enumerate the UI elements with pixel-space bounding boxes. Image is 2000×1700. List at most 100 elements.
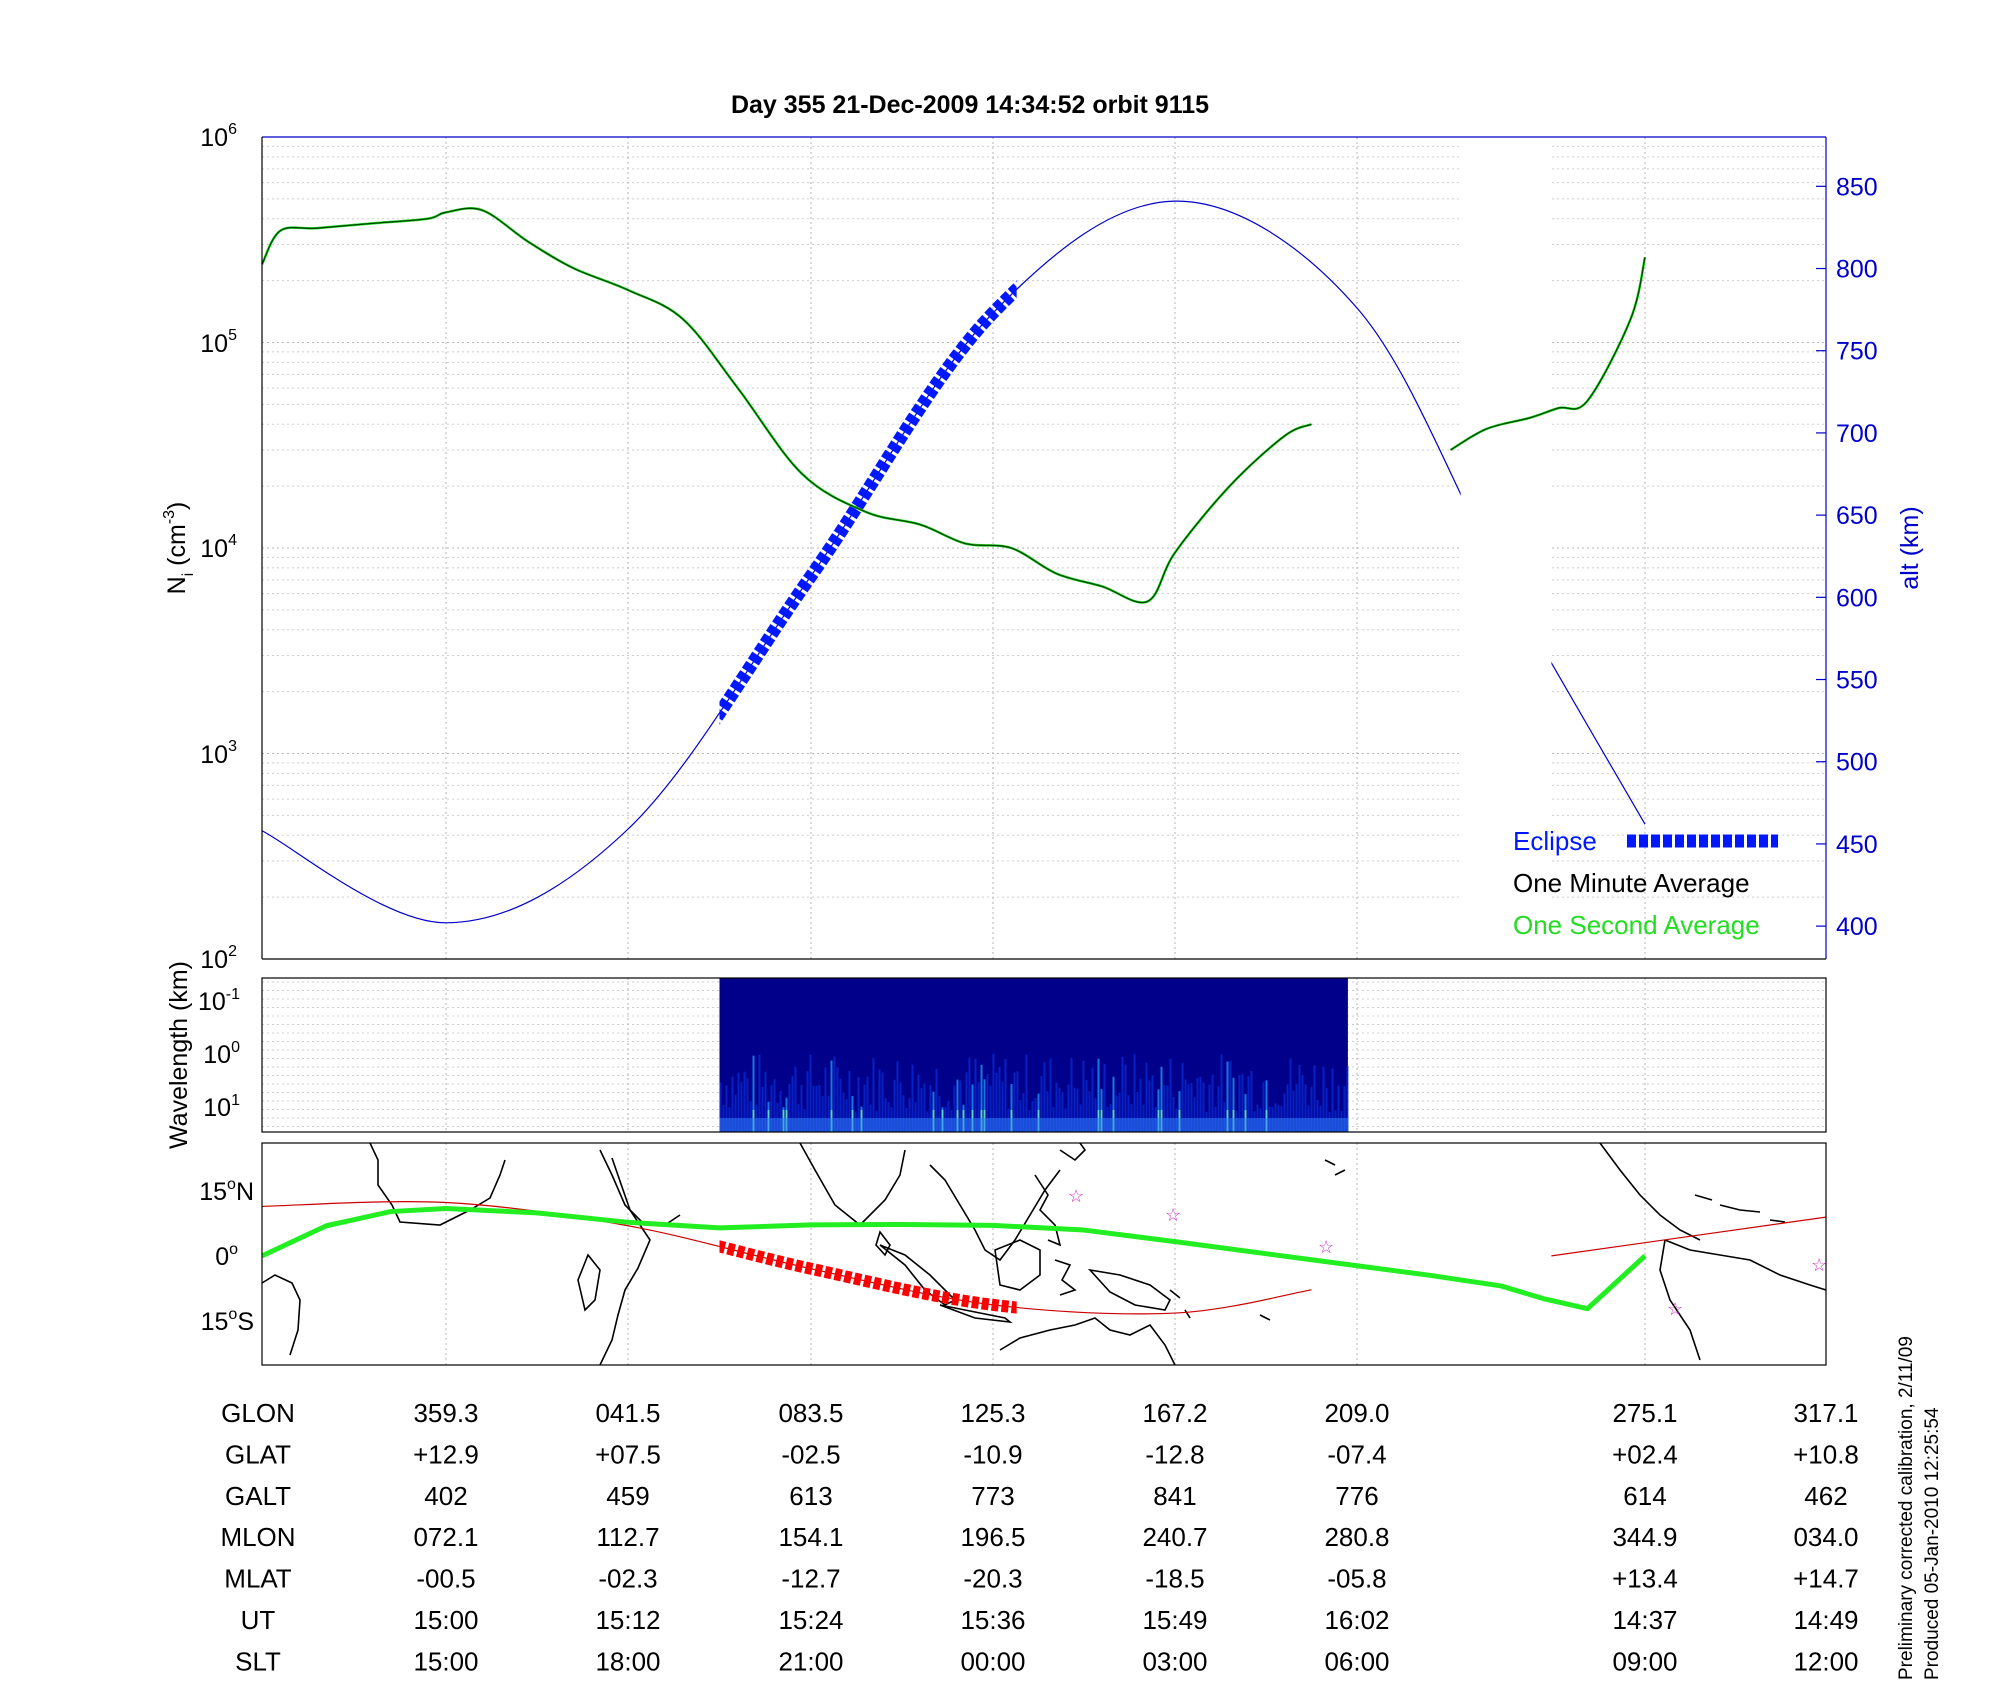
spectrogram-streak bbox=[1181, 1063, 1184, 1132]
spectrogram-streak bbox=[1025, 1054, 1028, 1132]
right-tick-label: 650 bbox=[1836, 502, 1878, 530]
ephemeris-row-label: UT bbox=[241, 1605, 276, 1635]
ephemeris-cell: 112.7 bbox=[596, 1522, 659, 1552]
coastline-japan bbox=[1059, 1142, 1087, 1162]
coastline-south-america-west bbox=[1659, 1239, 1701, 1361]
spectrogram-streak bbox=[947, 1100, 950, 1132]
spectrogram-streak bbox=[761, 1086, 764, 1132]
spectrogram-streak bbox=[995, 1072, 998, 1132]
ephemeris-cell: 06:00 bbox=[1324, 1646, 1389, 1676]
spectrogram-streak bbox=[935, 1068, 938, 1132]
ephemeris-cell: 12:00 bbox=[1793, 1646, 1858, 1676]
spectrogram-streak bbox=[1082, 1060, 1085, 1132]
ephemeris-cell: +02.4 bbox=[1612, 1439, 1678, 1469]
spectrogram-streak bbox=[1184, 1079, 1187, 1132]
ion-density-grid bbox=[262, 137, 1827, 960]
spectrogram-streak bbox=[788, 1083, 791, 1132]
ephemeris-cell: -18.5 bbox=[1145, 1564, 1204, 1594]
ephemeris-cell: 841 bbox=[1153, 1481, 1196, 1511]
ephemeris-row-label: SLT bbox=[235, 1646, 281, 1676]
spectrogram-streak bbox=[1091, 1068, 1094, 1132]
spectrogram-streak bbox=[1226, 1061, 1229, 1132]
spectrogram-streak bbox=[908, 1098, 911, 1132]
right-tick-label: 850 bbox=[1836, 173, 1878, 201]
spectrogram-streak bbox=[818, 1084, 821, 1132]
spectrogram-streak bbox=[809, 1054, 812, 1132]
spectrogram-streak bbox=[902, 1095, 905, 1132]
spectrogram-streak bbox=[827, 1095, 830, 1132]
mid-axis-label: Wavelength (km) bbox=[165, 961, 193, 1149]
spectrogram-streak bbox=[1241, 1074, 1244, 1132]
data-gap bbox=[1460, 138, 1552, 958]
spectrogram-streak bbox=[773, 1079, 776, 1132]
right-tick-label: 500 bbox=[1836, 749, 1878, 777]
spectrogram-streak bbox=[1199, 1076, 1202, 1132]
spectrogram-streak bbox=[1316, 1099, 1319, 1132]
coastline-arabia bbox=[369, 1142, 506, 1226]
coastline-indochina bbox=[929, 1164, 1061, 1262]
mid-tick-1e-1: 10-1 bbox=[198, 986, 240, 1016]
spectrogram-streak bbox=[1343, 1086, 1346, 1132]
spectrogram-streak bbox=[1076, 1088, 1079, 1132]
ephemeris-cell: 18:00 bbox=[595, 1646, 660, 1676]
star-icon: ☆ bbox=[1811, 1255, 1827, 1275]
ephemeris-cell: 462 bbox=[1804, 1481, 1847, 1511]
spectrogram-streak bbox=[824, 1067, 827, 1132]
right-tick-label: 450 bbox=[1836, 831, 1878, 859]
spectrogram-streak bbox=[1121, 1056, 1124, 1132]
spectrogram-streak bbox=[989, 1085, 992, 1132]
right-tick-label: 600 bbox=[1836, 584, 1878, 612]
spectrogram-streak bbox=[758, 1054, 761, 1132]
legend-one-second-label: One Second Average bbox=[1513, 910, 1760, 940]
spectrogram-streak bbox=[1136, 1091, 1139, 1132]
star-icon: ☆ bbox=[1068, 1186, 1084, 1206]
ephemeris-cell: 15:00 bbox=[413, 1646, 478, 1676]
spectrogram-streak bbox=[992, 1053, 995, 1132]
spectrogram-streak bbox=[848, 1070, 851, 1132]
spectrogram-streak bbox=[953, 1085, 956, 1132]
ephemeris-cell: +10.8 bbox=[1793, 1439, 1859, 1469]
coastline-africa-west bbox=[261, 1274, 301, 1356]
coastline-pacific-islands bbox=[1169, 1159, 1346, 1321]
spectrogram-streak bbox=[866, 1076, 869, 1132]
coastline-east-africa bbox=[599, 1157, 651, 1366]
spectrogram-streak bbox=[1166, 1085, 1169, 1132]
ion-density-series bbox=[260, 138, 1647, 958]
ephemeris-cell: 14:37 bbox=[1612, 1605, 1677, 1635]
spectrogram-streak bbox=[980, 1064, 983, 1132]
spectrogram-streak bbox=[740, 1082, 743, 1132]
ephemeris-cell: 034.0 bbox=[1793, 1522, 1858, 1552]
spectrogram-streak bbox=[1001, 1081, 1004, 1132]
ephemeris-cell: 15:36 bbox=[960, 1605, 1025, 1635]
ephemeris-cell: 167.2 bbox=[1142, 1398, 1207, 1428]
coastline-australia bbox=[999, 1317, 1176, 1366]
spectrogram-streak bbox=[1070, 1057, 1073, 1132]
legend: Eclipse One Minute Average One Second Av… bbox=[1513, 826, 1778, 940]
spectrogram-streak bbox=[1163, 1085, 1166, 1132]
ephemeris-cell: -12.7 bbox=[781, 1564, 840, 1594]
spectrogram-streak bbox=[1016, 1071, 1019, 1132]
spectrogram-streak bbox=[821, 1096, 824, 1132]
spectrogram-streak bbox=[1073, 1087, 1076, 1132]
spectrogram-streak bbox=[1286, 1084, 1289, 1132]
spectrogram-streak bbox=[893, 1079, 896, 1132]
spectrogram-streak bbox=[1298, 1065, 1301, 1132]
spectrogram-streak bbox=[1139, 1078, 1142, 1132]
spectrogram-streak bbox=[1010, 1083, 1013, 1132]
ephemeris-cell: 459 bbox=[606, 1481, 649, 1511]
ephemeris-cell: -05.8 bbox=[1327, 1564, 1386, 1594]
right-tick-label: 400 bbox=[1836, 913, 1878, 941]
spectrogram-streak bbox=[1160, 1066, 1163, 1132]
coastline-borneo bbox=[994, 1239, 1041, 1291]
spectrogram-streak bbox=[1187, 1084, 1190, 1132]
lat-tick-15n: 15oN bbox=[199, 1176, 254, 1206]
spectrogram-streak bbox=[1313, 1065, 1316, 1132]
spectrogram-streak bbox=[1292, 1090, 1295, 1132]
spectrogram-streak bbox=[746, 1078, 749, 1132]
spectrogram-streak bbox=[878, 1069, 881, 1132]
spectrogram-streak bbox=[1223, 1101, 1226, 1132]
spectrogram-streak bbox=[743, 1071, 746, 1132]
spectrogram-streak bbox=[1133, 1054, 1136, 1132]
right-tick-label: 550 bbox=[1836, 667, 1878, 695]
